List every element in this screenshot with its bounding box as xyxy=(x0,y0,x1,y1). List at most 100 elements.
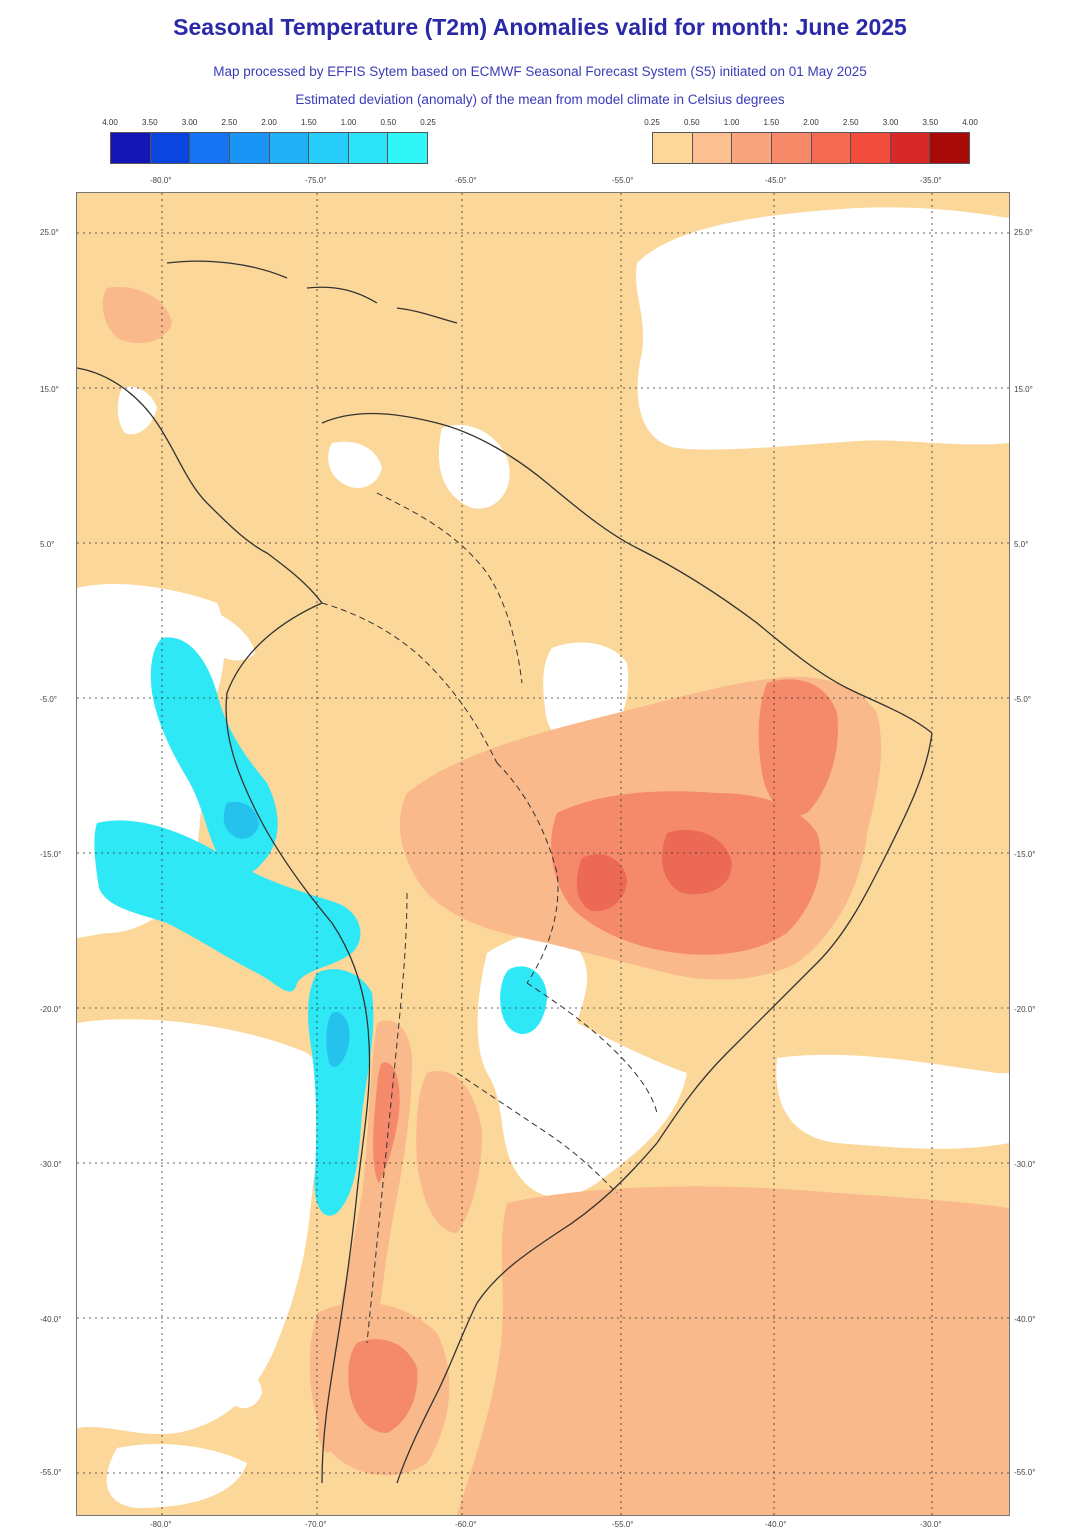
lat-tick-right-7: -40.0° xyxy=(1014,1315,1036,1324)
borders xyxy=(321,492,658,1344)
legend-warm-label-5: 2.50 xyxy=(842,118,859,127)
border-1 xyxy=(376,492,523,684)
legend-warm-swatch-7 xyxy=(930,133,969,163)
map-subtitle-source: Map processed by EFFIS Sytem based on EC… xyxy=(213,64,867,79)
legend-warm: 0.25 0.50 1.00 1.50 2.00 2.50 3.00 3.50 4.00 xyxy=(644,118,978,166)
anomaly-map xyxy=(76,192,1010,1516)
cold-pacific-band xyxy=(94,820,361,992)
coastline-central-america xyxy=(77,367,323,604)
legend-warm-swatch-2 xyxy=(732,133,772,163)
legend-cold-label-8: 0.25 xyxy=(420,118,436,127)
legend-warm-swatches xyxy=(652,132,970,164)
lon-tick-bottom-0: -80.0° xyxy=(150,1520,172,1529)
legend-warm-swatch-0 xyxy=(653,133,693,163)
lat-tick-left-3: -5.0° xyxy=(40,695,57,704)
legend-cold-swatch-6 xyxy=(348,133,389,163)
cold-chile-coast xyxy=(308,969,374,1216)
neutral-caribbean-gap xyxy=(117,386,157,435)
neutral-atlantic-north xyxy=(635,207,1009,450)
neutral-atlantic-south xyxy=(776,1054,1009,1149)
legend-cold-label-0: 4.00 xyxy=(102,118,118,127)
warm-south-atlantic xyxy=(457,1186,1009,1515)
lon-tick-top-1: -75.0° xyxy=(305,176,327,185)
legend-warm-label-1: 0.50 xyxy=(683,118,700,127)
coastline-brazil-east xyxy=(656,732,933,1144)
lat-tick-right-0: 25.0° xyxy=(1014,228,1033,237)
border-6 xyxy=(456,1072,618,1194)
lat-tick-right-8: -55.0° xyxy=(1014,1468,1036,1477)
legend-warm-label-8: 4.00 xyxy=(962,118,978,127)
legend-cold-swatch-7 xyxy=(388,133,427,163)
warm-max-mato-grosso xyxy=(576,854,627,912)
legend-warm-swatch-6 xyxy=(890,133,931,163)
lon-tick-top-4: -45.0° xyxy=(765,176,787,185)
lat-tick-right-2: 5.0° xyxy=(1014,540,1029,549)
lat-tick-left-2: 5.0° xyxy=(40,540,55,549)
legend-warm-label-2: 1.00 xyxy=(723,118,740,127)
legend-cold-swatch-0 xyxy=(111,133,151,163)
lat-tick-left-8: -55.0° xyxy=(40,1468,62,1477)
border-4 xyxy=(366,892,408,1344)
warm-max-areas xyxy=(576,829,732,912)
lon-tick-bottom-4: -40.0° xyxy=(765,1520,787,1529)
legend-cold-label-2: 3.00 xyxy=(181,118,198,127)
lon-tick-bottom-1: -70.0° xyxy=(305,1520,327,1529)
legend-cold-swatch-1 xyxy=(150,133,191,163)
border-2 xyxy=(321,602,498,764)
legend-warm-label-3: 1.50 xyxy=(763,118,780,127)
legend-warm-label-7: 3.50 xyxy=(922,118,939,127)
warm-argentina-east xyxy=(416,1071,482,1233)
coastlines xyxy=(77,260,933,1484)
legend-cold-label-1: 3.50 xyxy=(141,118,158,127)
legend-cold: 4.00 3.50 3.00 2.50 2.00 1.50 1.00 0.50 0.25 xyxy=(102,118,436,166)
legend-cold-swatch-5 xyxy=(309,133,349,163)
lat-tick-right-6: -30.0° xyxy=(1014,1160,1036,1169)
lon-tick-bottom-3: -55.0° xyxy=(612,1520,634,1529)
cold-mid-chile xyxy=(326,1012,350,1067)
lon-tick-bottom-2: -60.0° xyxy=(455,1520,477,1529)
anomaly-map-svg xyxy=(77,193,1009,1515)
coastline-pacific xyxy=(225,602,371,1484)
lat-tick-left-7: -40.0° xyxy=(40,1315,62,1324)
legend-warm-label-0: 0.25 xyxy=(644,118,660,127)
lat-tick-left-5: -20.0° xyxy=(40,1005,62,1014)
legend-warm-labels: 0.25 0.50 1.00 1.50 2.00 2.50 3.00 3.50 4.00 xyxy=(644,118,978,132)
neutral-central-america xyxy=(213,613,255,661)
lat-tick-left-6: -30.0° xyxy=(40,1160,62,1169)
lat-tick-right-4: -15.0° xyxy=(1014,850,1036,859)
legend-cold-swatch-2 xyxy=(190,133,230,163)
neutral-patagonia xyxy=(227,1371,262,1409)
lon-tick-top-2: -65.0° xyxy=(455,176,477,185)
neutral-pacific-south-2 xyxy=(106,1443,247,1508)
lon-tick-top-5: -35.0° xyxy=(920,176,942,185)
legend-cold-label-4: 2.00 xyxy=(261,118,277,127)
warm-strong-northeast xyxy=(758,679,838,816)
neutral-colombia xyxy=(328,441,382,488)
legend-warm-swatch-5 xyxy=(851,133,891,163)
coastline-caribbean-islands xyxy=(166,260,458,324)
coastline-north-south-america xyxy=(321,412,933,734)
map-title: Seasonal Temperature (T2m) Anomalies val… xyxy=(173,14,907,40)
lat-tick-right-1: 15.0° xyxy=(1014,385,1033,394)
legend-cold-labels: 4.00 3.50 3.00 2.50 2.00 1.50 1.00 0.50 0.25 xyxy=(102,118,436,132)
lat-tick-left-1: 15.0° xyxy=(40,385,59,394)
lat-tick-left-0: 25.0° xyxy=(40,228,59,237)
map-subtitle-description: Estimated deviation (anomaly) of the mea… xyxy=(295,92,785,107)
legend-cold-label-7: 0.50 xyxy=(380,118,397,127)
legend-warm-swatch-4 xyxy=(811,133,852,163)
neutral-pacific-south xyxy=(77,1019,324,1435)
warm-caribbean xyxy=(102,287,172,343)
lat-tick-right-5: -20.0° xyxy=(1014,1005,1036,1014)
legend-cold-swatch-4 xyxy=(269,133,310,163)
cold-paraguay xyxy=(500,966,547,1034)
lat-tick-right-3: -5.0° xyxy=(1014,695,1031,704)
lon-tick-top-0: -80.0° xyxy=(150,176,172,185)
legend-cold-label-6: 1.00 xyxy=(340,118,357,127)
legend-warm-swatch-3 xyxy=(771,133,812,163)
warm-strong-patagonia xyxy=(348,1339,418,1433)
legend-cold-label-5: 1.50 xyxy=(300,118,317,127)
border-5 xyxy=(526,982,658,1114)
warm-max-goias xyxy=(662,829,732,895)
cold-mid-areas xyxy=(223,801,350,1067)
legend-warm-swatch-1 xyxy=(692,133,733,163)
